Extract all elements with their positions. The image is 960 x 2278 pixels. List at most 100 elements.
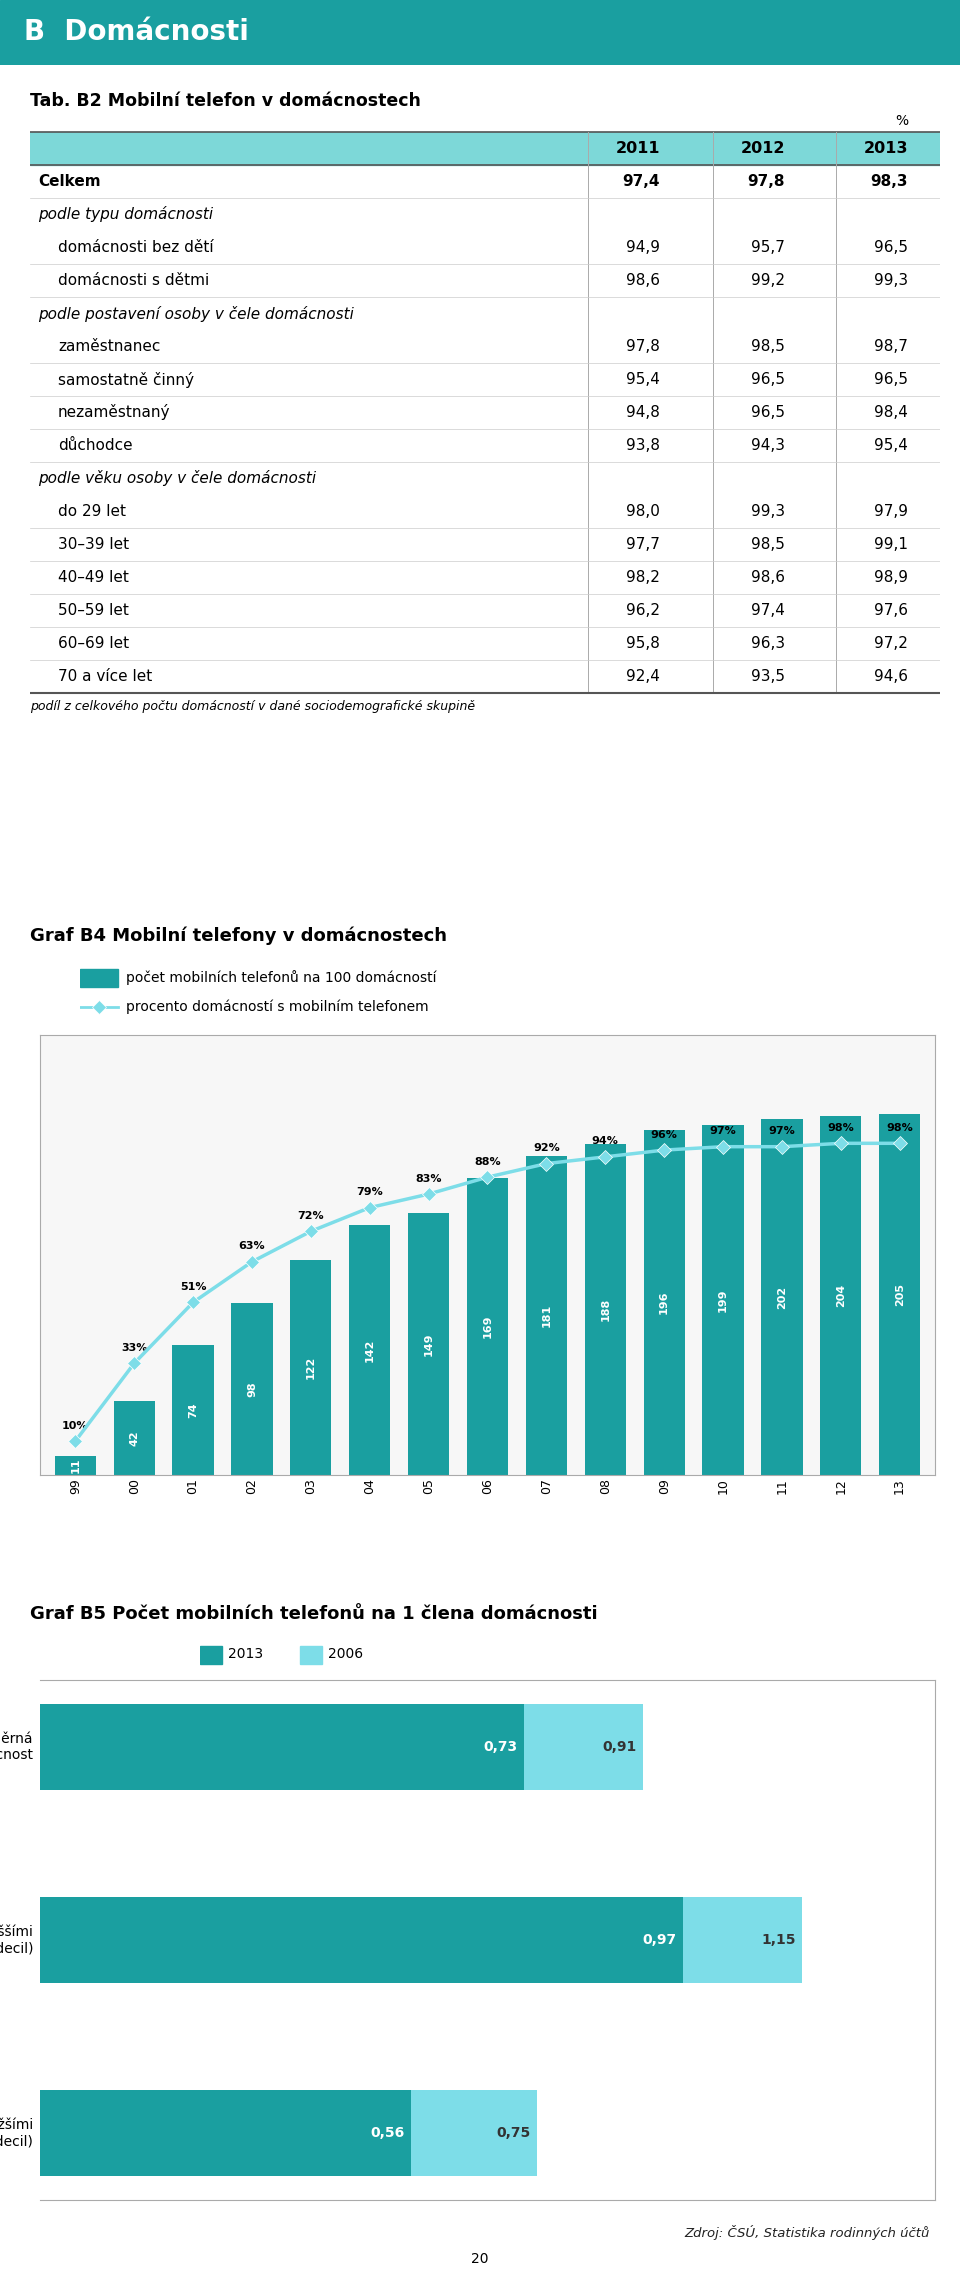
Text: 204: 204 [836,1285,846,1308]
Bar [40,1704,524,1791]
Text: 96,2: 96,2 [626,604,660,617]
Text: podle typu domácnosti: podle typu domácnosti [38,207,213,223]
Text: zaměstnanec: zaměstnanec [58,339,160,353]
Text: 92%: 92% [533,1144,560,1153]
Text: Tab. B2 Mobilní telefon v domácnostech: Tab. B2 Mobilní telefon v domácnostech [30,91,420,109]
Text: Graf B5 Počet mobilních telefonů na 1 člena domácnosti: Graf B5 Počet mobilních telefonů na 1 čl… [30,1606,598,1622]
Bar [231,1303,273,1474]
Text: 2011: 2011 [615,141,660,155]
Text: 99,1: 99,1 [874,538,908,551]
Text: 93,5: 93,5 [751,670,785,683]
Text: 88%: 88% [474,1157,501,1166]
Text: 95,8: 95,8 [626,636,660,652]
Text: 97,6: 97,6 [874,604,908,617]
Text: domácnosti bez dětí: domácnosti bez dětí [58,239,214,255]
Bar [585,1144,626,1474]
Bar [879,1114,921,1474]
Text: 97,9: 97,9 [874,503,908,519]
Text: %: % [895,114,908,128]
Bar [643,1130,684,1474]
Text: 98,5: 98,5 [751,339,785,353]
Text: podle postavení osoby v čele domácnosti: podle postavení osoby v čele domácnosti [38,305,354,321]
Text: 97,4: 97,4 [622,173,660,189]
Text: 97,2: 97,2 [875,636,908,652]
Text: 95,7: 95,7 [751,239,785,255]
Text: 188: 188 [600,1298,611,1321]
Text: B  Domácnosti: B Domácnosti [24,18,249,46]
Bar [290,1260,331,1474]
Text: 97%: 97% [769,1125,795,1137]
Text: 98,6: 98,6 [626,273,660,287]
Bar [761,1118,803,1474]
Text: 98,9: 98,9 [874,570,908,585]
Text: 30–39 let: 30–39 let [58,538,130,551]
Bar [80,968,118,986]
Text: 99,2: 99,2 [751,273,785,287]
Text: procento domácností s mobilním telefonem: procento domácností s mobilním telefonem [126,1000,428,1014]
Text: 0,75: 0,75 [496,2125,531,2139]
Text: 0,91: 0,91 [603,1740,636,1754]
Text: 98%: 98% [886,1123,913,1132]
Text: 96%: 96% [651,1130,678,1139]
Text: 122: 122 [306,1355,316,1378]
Text: 95,4: 95,4 [626,371,660,387]
Text: 94,9: 94,9 [626,239,660,255]
Text: 169: 169 [483,1314,492,1337]
Bar [820,1116,861,1474]
Text: 98,2: 98,2 [626,570,660,585]
Text: do 29 let: do 29 let [58,503,126,519]
Text: domácnosti s dětmi: domácnosti s dětmi [58,273,209,287]
Text: 99,3: 99,3 [751,503,785,519]
Text: 79%: 79% [356,1187,383,1196]
Text: počet mobilních telefonů na 100 domácností: počet mobilních telefonů na 100 domácnos… [126,970,437,986]
Text: 96,5: 96,5 [874,371,908,387]
Text: 2006: 2006 [328,1647,363,1661]
Text: 98,3: 98,3 [871,173,908,189]
Text: 98%: 98% [828,1123,854,1132]
Bar [703,1125,744,1474]
Text: 149: 149 [423,1333,434,1355]
Text: 50–59 let: 50–59 let [58,604,129,617]
Bar [113,1401,155,1474]
Text: Graf B4 Mobilní telefony v domácnostech: Graf B4 Mobilní telefony v domácnostech [30,927,447,945]
Bar [349,1226,391,1474]
Text: 2013: 2013 [863,141,908,155]
Bar [408,1212,449,1474]
Text: 181: 181 [541,1303,551,1328]
Text: 51%: 51% [180,1283,206,1292]
Text: 33%: 33% [121,1342,148,1353]
Text: 98,6: 98,6 [751,570,785,585]
Text: 97,8: 97,8 [748,173,785,189]
Bar [200,1647,222,1663]
Text: 10%: 10% [62,1421,88,1431]
Text: 0,56: 0,56 [371,2125,404,2139]
Bar [40,1898,684,1984]
Bar [300,1647,322,1663]
Bar [40,1704,643,1791]
Bar [40,2089,411,2175]
Text: 83%: 83% [416,1173,442,1185]
Text: 2013: 2013 [228,1647,263,1661]
Text: 199: 199 [718,1287,728,1312]
Text: podíl z celkového počtu domácností v dané sociodemografické skupině: podíl z celkového počtu domácností v dan… [30,699,475,713]
Text: 205: 205 [895,1283,904,1305]
Text: 0,73: 0,73 [483,1740,517,1754]
Text: 94,6: 94,6 [874,670,908,683]
Text: Zdroj: ČSÚ, Statistika rodinných účtů: Zdroj: ČSÚ, Statistika rodinných účtů [684,2226,930,2239]
Text: 97,4: 97,4 [751,604,785,617]
Text: 42: 42 [130,1431,139,1447]
Text: 98,4: 98,4 [875,405,908,419]
Text: 95,4: 95,4 [875,437,908,453]
Text: 94%: 94% [591,1137,618,1146]
Text: podle věku osoby v čele domácnosti: podle věku osoby v čele domácnosti [38,472,316,487]
Text: 0,97: 0,97 [642,1934,677,1948]
Text: 98: 98 [247,1380,257,1396]
Text: 99,3: 99,3 [874,273,908,287]
Text: 94,8: 94,8 [626,405,660,419]
Text: 96,5: 96,5 [751,405,785,419]
Bar [55,1456,96,1474]
Bar [30,132,940,164]
Text: 202: 202 [777,1285,787,1310]
Text: 2012: 2012 [740,141,785,155]
Text: 93,8: 93,8 [626,437,660,453]
